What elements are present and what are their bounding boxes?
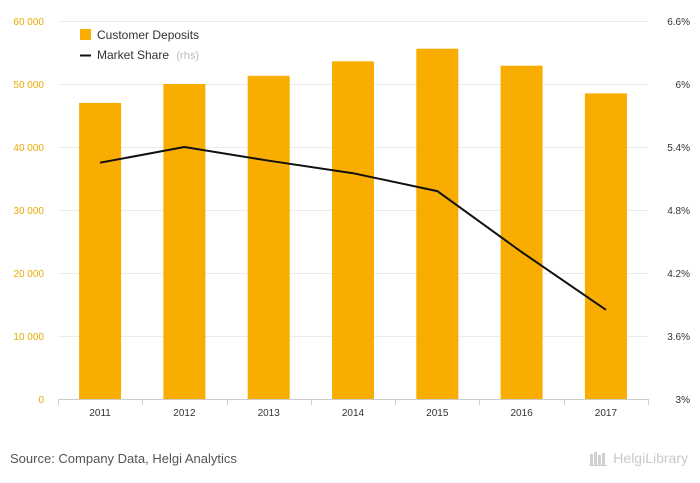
y-left-tick-label: 0 [38,395,44,406]
library-icon [589,452,608,466]
y-left-tick-label: 20 000 [13,269,44,280]
y-left-tick-label: 50 000 [13,80,44,91]
legend-swatch-customer-deposits [80,29,91,40]
y-left-tick-label: 10 000 [13,332,44,343]
bar-customer-deposits-2012 [163,84,206,399]
legend-label-market-share: Market Share (rhs) [97,48,199,62]
y-left-tick-label: 40 000 [13,143,44,154]
bar-customer-deposits-2014 [332,61,374,400]
x-tick-label-2011: 2011 [89,408,111,419]
legend-label-market-share-name: Market Share [97,48,169,62]
source-note: Source: Company Data, Helgi Analytics [10,451,237,466]
y-right-tick-label: 3.6% [667,332,690,343]
x-tick-label-2014: 2014 [342,408,365,419]
bar-layer [79,48,627,400]
brand-logo[interactable]: HelgiLibrary [589,450,688,466]
legend-label-customer-deposits: Customer Deposits [97,28,199,42]
y-right-tick-label: 4.2% [667,269,690,280]
line-layer [99,146,607,311]
bar-customer-deposits-2013 [247,75,290,400]
y-right-tick-label: 6.6% [667,17,690,28]
bar-customer-deposits-2011 [79,102,122,400]
x-tick-label-2012: 2012 [173,408,196,419]
x-tick-label-2016: 2016 [510,408,533,419]
bar-customer-deposits-2015 [416,48,459,399]
y-right-tick-label: 5.4% [667,143,690,154]
y-right-tick-label: 6% [676,80,691,91]
y-right-tick-label: 3% [676,395,691,406]
bar-customer-deposits-2016 [500,65,543,399]
y-right-tick-label: 4.8% [667,206,690,217]
axis-layer: 0 10 000 20 000 30 000 40 000 50 000 60 000 3% 3… [13,17,690,419]
brand-text: HelgiLibrary [613,450,688,466]
legend: Customer Deposits Market Share (rhs) [80,28,199,62]
x-tick-label-2013: 2013 [258,408,281,419]
y-left-tick-label: 30 000 [13,206,44,217]
y-left-tick-label: 60 000 [13,17,44,28]
x-tick-label-2015: 2015 [426,408,449,419]
x-tick-label-2017: 2017 [595,408,618,419]
bar-customer-deposits-2017 [584,93,627,400]
legend-label-market-share-suffix: (rhs) [176,50,199,62]
